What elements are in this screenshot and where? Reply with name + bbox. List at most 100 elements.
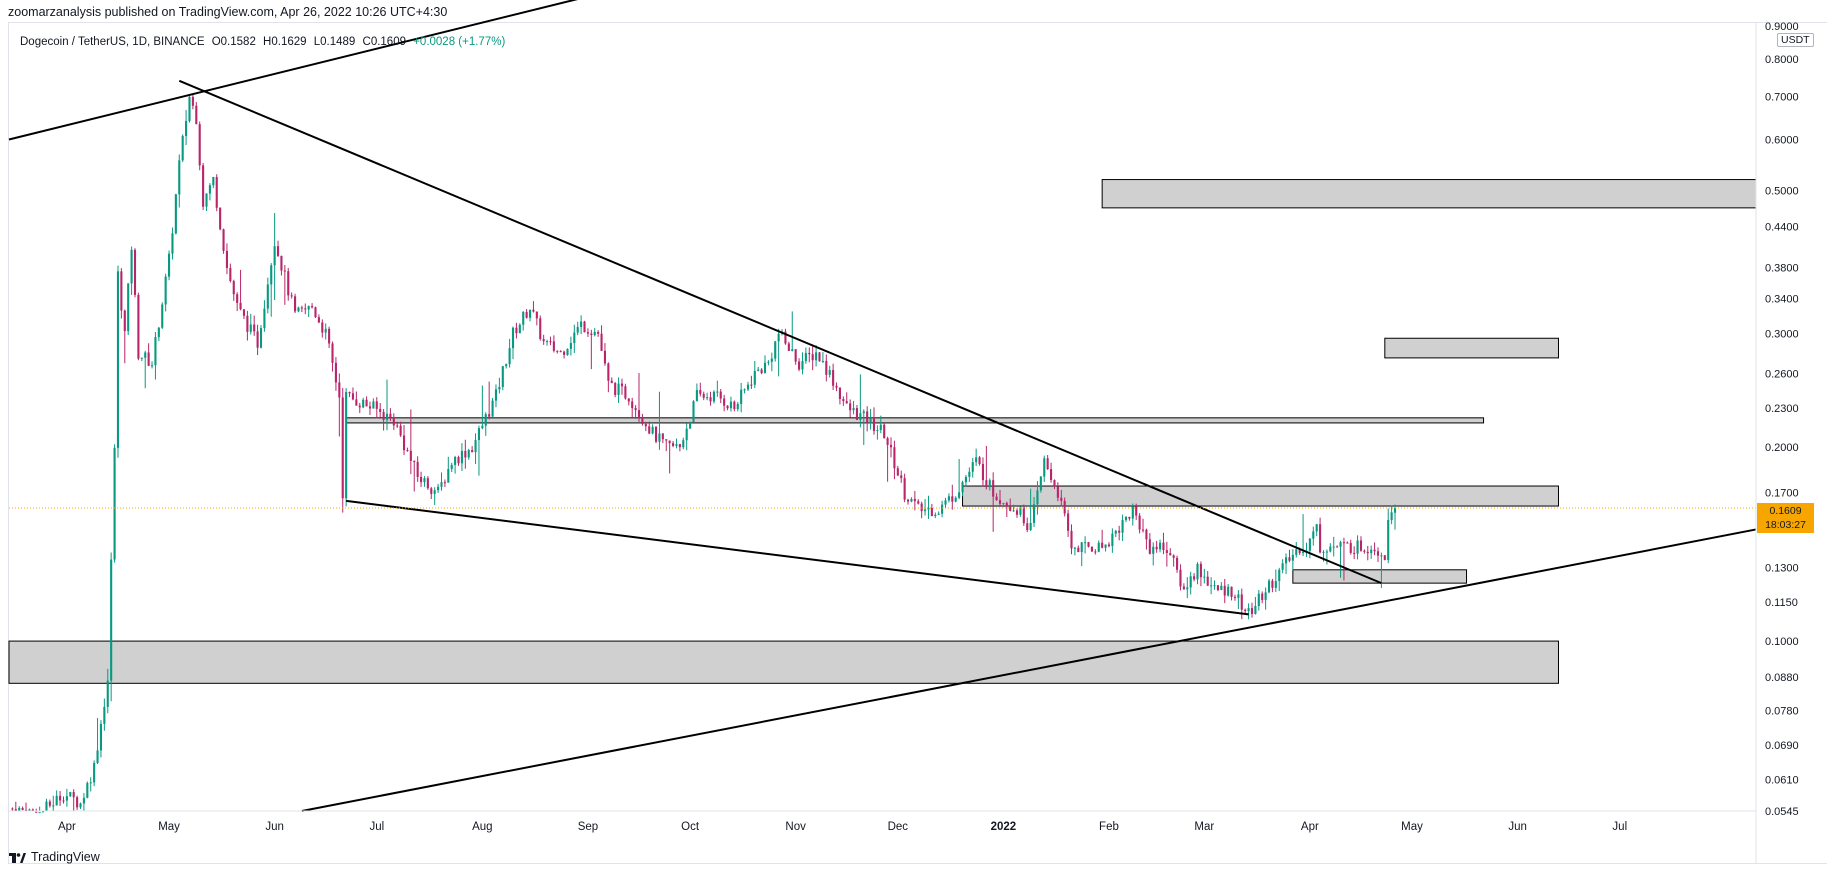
candle-body	[443, 482, 446, 484]
candle-body	[491, 400, 494, 417]
candle	[198, 121, 201, 171]
candle	[52, 795, 55, 811]
candle	[549, 336, 552, 346]
candle	[358, 402, 361, 414]
candle	[276, 240, 280, 258]
candle	[1176, 555, 1179, 573]
candle-body	[1298, 549, 1301, 554]
candle-body	[910, 498, 913, 502]
candle	[872, 407, 876, 435]
candle-body	[1077, 547, 1080, 553]
candle-body	[1271, 580, 1274, 588]
candle-body	[947, 496, 950, 501]
candle	[1179, 564, 1182, 591]
candle	[321, 319, 324, 338]
candle	[11, 807, 14, 811]
candle	[253, 315, 256, 336]
candle	[498, 377, 501, 394]
candle-body	[849, 403, 852, 411]
candle-body	[1264, 592, 1267, 600]
candle-body	[1308, 538, 1311, 551]
candle	[723, 394, 726, 412]
candle-body	[140, 357, 143, 359]
candle-body	[1094, 551, 1097, 553]
candle	[941, 500, 944, 518]
candle-body	[941, 504, 944, 514]
candle	[1336, 545, 1339, 548]
candle	[678, 443, 681, 452]
candle-body	[1329, 546, 1332, 552]
candle	[889, 437, 893, 458]
candle-body	[498, 387, 501, 390]
candle	[535, 311, 538, 326]
candle-body	[481, 425, 484, 429]
candle	[1036, 481, 1039, 515]
candle	[985, 445, 988, 490]
candle	[821, 352, 824, 364]
candle-body	[699, 390, 702, 394]
candle	[685, 423, 688, 451]
candle	[1312, 526, 1315, 546]
tradingview-brand[interactable]: TradingView	[9, 850, 100, 864]
price-tick-label: 0.2300	[1765, 403, 1799, 415]
candle-body	[317, 317, 320, 323]
candle	[784, 328, 787, 345]
time-tick-label: Apr	[1301, 821, 1319, 833]
candle-body	[648, 426, 651, 434]
candle-body	[828, 370, 831, 375]
candle-body	[103, 706, 106, 724]
candle-body	[1203, 576, 1206, 578]
candle	[1353, 546, 1356, 560]
candle-body	[99, 723, 103, 751]
candle-body	[1193, 576, 1196, 580]
candle	[154, 332, 157, 380]
candle-body	[1223, 585, 1226, 596]
candle-body	[266, 284, 269, 309]
candle	[164, 273, 167, 312]
symbol-name[interactable]: Dogecoin / TetherUS, 1D, BINANCE	[20, 36, 205, 48]
candle-body	[385, 413, 389, 420]
candle-body	[178, 160, 181, 195]
candle-body	[1118, 530, 1121, 533]
candle-body	[147, 352, 150, 366]
candle-body	[998, 500, 1002, 504]
candle	[1247, 603, 1250, 620]
candle	[331, 341, 334, 372]
candle	[1346, 541, 1349, 544]
candle	[576, 321, 579, 336]
candle-body	[593, 331, 596, 336]
candle	[433, 487, 436, 506]
candle-body	[290, 295, 293, 297]
candle	[311, 303, 314, 309]
candle	[375, 397, 378, 419]
candle-body	[253, 324, 256, 332]
candle	[511, 326, 515, 360]
candle-body	[505, 364, 508, 367]
candle	[1257, 589, 1260, 611]
candle-body	[522, 311, 525, 325]
candle	[1302, 514, 1305, 557]
candle-body	[181, 135, 184, 161]
price-tick-label: 0.0880	[1765, 672, 1799, 684]
candle-body	[311, 305, 314, 308]
candle	[1267, 578, 1271, 594]
candle-body	[294, 296, 297, 312]
candle	[1005, 501, 1008, 518]
candle	[900, 470, 903, 483]
candle-body	[1169, 553, 1172, 556]
candle	[603, 343, 607, 366]
candle-body	[116, 271, 120, 448]
candle	[1284, 553, 1288, 575]
candle	[93, 760, 96, 787]
candle-body	[917, 501, 920, 504]
candle-body	[437, 486, 440, 491]
candle-body	[682, 440, 685, 448]
unit-selector[interactable]: USDT	[1777, 33, 1814, 47]
candle	[845, 392, 848, 404]
time-tick-label: Jun	[1508, 821, 1527, 833]
chart-pane[interactable]	[8, 22, 1827, 864]
candle-body	[1393, 507, 1397, 513]
price-tick-label: 0.1150	[1765, 597, 1798, 609]
candle-body	[106, 680, 109, 707]
